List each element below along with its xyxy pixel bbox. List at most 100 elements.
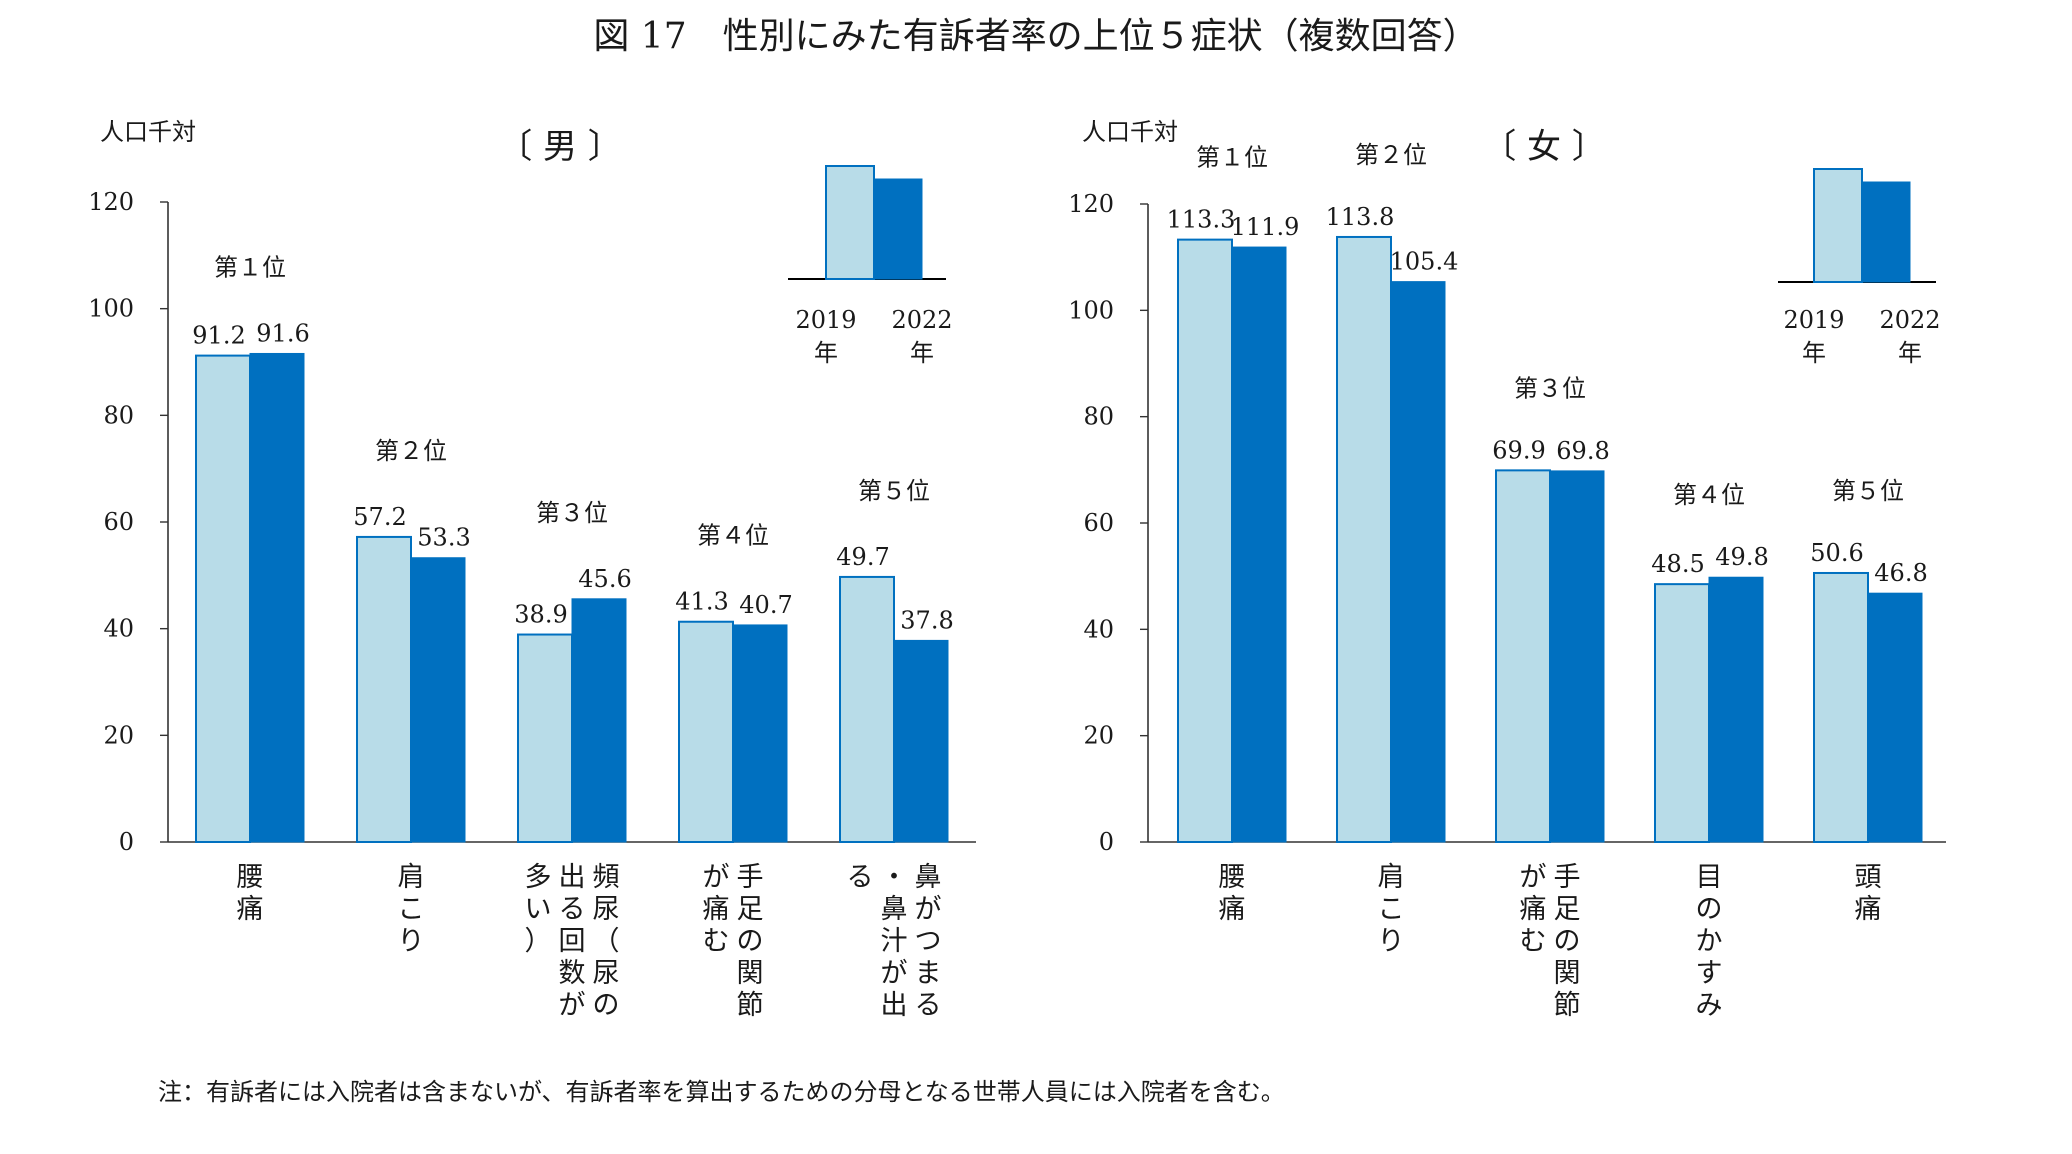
bar-2022-1 [1231,246,1287,843]
category-label-char: す [1696,958,1723,989]
category-label-char: 足 [1554,894,1581,925]
y-tick-label: 120 [1068,190,1114,218]
bar-2022-1 [249,352,305,843]
rank-label-5: 第５位 [1832,477,1904,505]
data-label-2019-2: 113.8 [1326,203,1395,231]
category-label-char: 鼻 [881,894,908,925]
data-label-2022-2: 105.4 [1390,248,1459,276]
category-label-4: 目のかすみ [1696,862,1723,1021]
category-label-char: 回 [559,926,586,957]
y-tick-label: 60 [103,508,134,536]
y-axis-unit-label: 人口千対 [100,118,196,146]
data-label-2019-5: 49.7 [836,543,889,571]
category-label-char: む [703,926,730,957]
y-tick-label: 20 [1083,722,1114,750]
rank-label-2: 第２位 [375,437,447,465]
category-label-1: 腰痛 [237,862,264,925]
y-tick-label: 80 [103,401,134,429]
category-label-char: む [1520,926,1547,957]
category-label-char: 目 [1696,862,1723,893]
category-label-2: 肩こり [398,862,425,957]
legend-year-2022: 2022 [1879,306,1940,334]
y-tick-label: 100 [88,295,134,323]
legend: 2019 年 2022 年 [1778,168,1941,367]
data-label-2022-5: 46.8 [1874,559,1927,587]
data-label-2019-3: 69.9 [1492,436,1545,464]
category-label-5: 頭痛 [1855,862,1882,925]
rank-label-1: 第１位 [1196,144,1268,172]
category-label-char: 節 [737,990,764,1021]
category-label-char: る [559,894,586,925]
bar-2022-3 [571,598,627,843]
category-label-column: る [847,862,874,893]
category-label-column: ・鼻汁が出 [881,862,908,1021]
category-label-column: 肩こり [1378,862,1405,957]
category-label-char: 痛 [703,894,730,925]
legend-nen-2019: 年 [814,339,838,367]
category-label-char: ま [915,958,942,989]
bar-2022-5 [893,639,949,843]
bar-2022-4 [732,624,788,843]
category-label-char: 頻 [593,862,620,893]
legend-swatch-2019 [1813,168,1863,283]
category-label-char: る [847,862,874,893]
category-label-column: 頻尿（尿の [593,862,620,1021]
category-label-char: 腰 [1219,862,1246,893]
rank-label-1: 第１位 [214,253,286,281]
bar-2022-2 [1390,281,1446,843]
category-label-char: 鼻 [915,862,942,893]
bar-2022-2 [410,557,466,843]
data-label-2022-3: 45.6 [578,565,631,593]
category-label-char: が [703,862,730,893]
bar-2019-5 [1813,571,1869,844]
category-label-char: つ [915,926,942,957]
category-label-char: が [1520,862,1547,893]
data-label-2022-5: 37.8 [900,606,953,634]
category-label-char: 足 [737,894,764,925]
category-label-char: 痛 [1520,894,1547,925]
legend-nen-2019: 年 [1802,339,1826,367]
rank-label-4: 第４位 [1673,481,1745,509]
legend-year-2022: 2022 [891,306,952,334]
category-label-char: の [593,990,620,1021]
category-label-char: ） [525,926,552,957]
category-label-char: （ [593,926,620,957]
category-label-column: 手足の関節 [737,862,764,1021]
y-tick-label: 0 [119,828,134,856]
category-label-char: 出 [881,990,908,1021]
y-tick-label: 120 [88,188,134,216]
category-label-char: 数 [559,958,586,989]
category-label-char: 肩 [1378,862,1405,893]
legend-swatch-2019 [825,165,875,280]
footnote: 注：有訴者には入院者は含まないが、有訴者率を算出するための分母となる世帯人員には… [158,1078,1285,1106]
category-label-column: 肩こり [398,862,425,957]
bar-2019-3 [1495,469,1551,843]
category-label-char: の [1554,926,1581,957]
category-label-char: 手 [1554,862,1581,893]
figure-title: 図 17 性別にみた有訴者率の上位５症状（複数回答） [593,16,1478,57]
category-label-char: る [915,990,942,1021]
bar-2019-3 [517,633,573,843]
category-label-column: 目のかすみ [1696,862,1723,1021]
bar-2022-3 [1549,470,1605,843]
data-label-2022-4: 40.7 [739,591,792,619]
bar-2022-4 [1708,576,1764,843]
category-label-char: 汁 [881,926,908,957]
data-label-2022-3: 69.8 [1556,437,1609,465]
category-label-column: 腰痛 [1219,862,1246,925]
bar-2019-1 [1177,238,1233,844]
category-label-column: 頭痛 [1855,862,1882,925]
category-label-char: か [1696,926,1723,957]
category-label-char: り [398,926,425,957]
panel-title: 〔 男 〕 [498,127,622,167]
category-label-char: 多 [525,862,552,893]
category-label-2: 肩こり [1378,862,1405,957]
data-label-2019-5: 50.6 [1810,539,1863,567]
y-tick-label: 20 [103,721,134,749]
data-label-2019-2: 57.2 [353,503,406,531]
